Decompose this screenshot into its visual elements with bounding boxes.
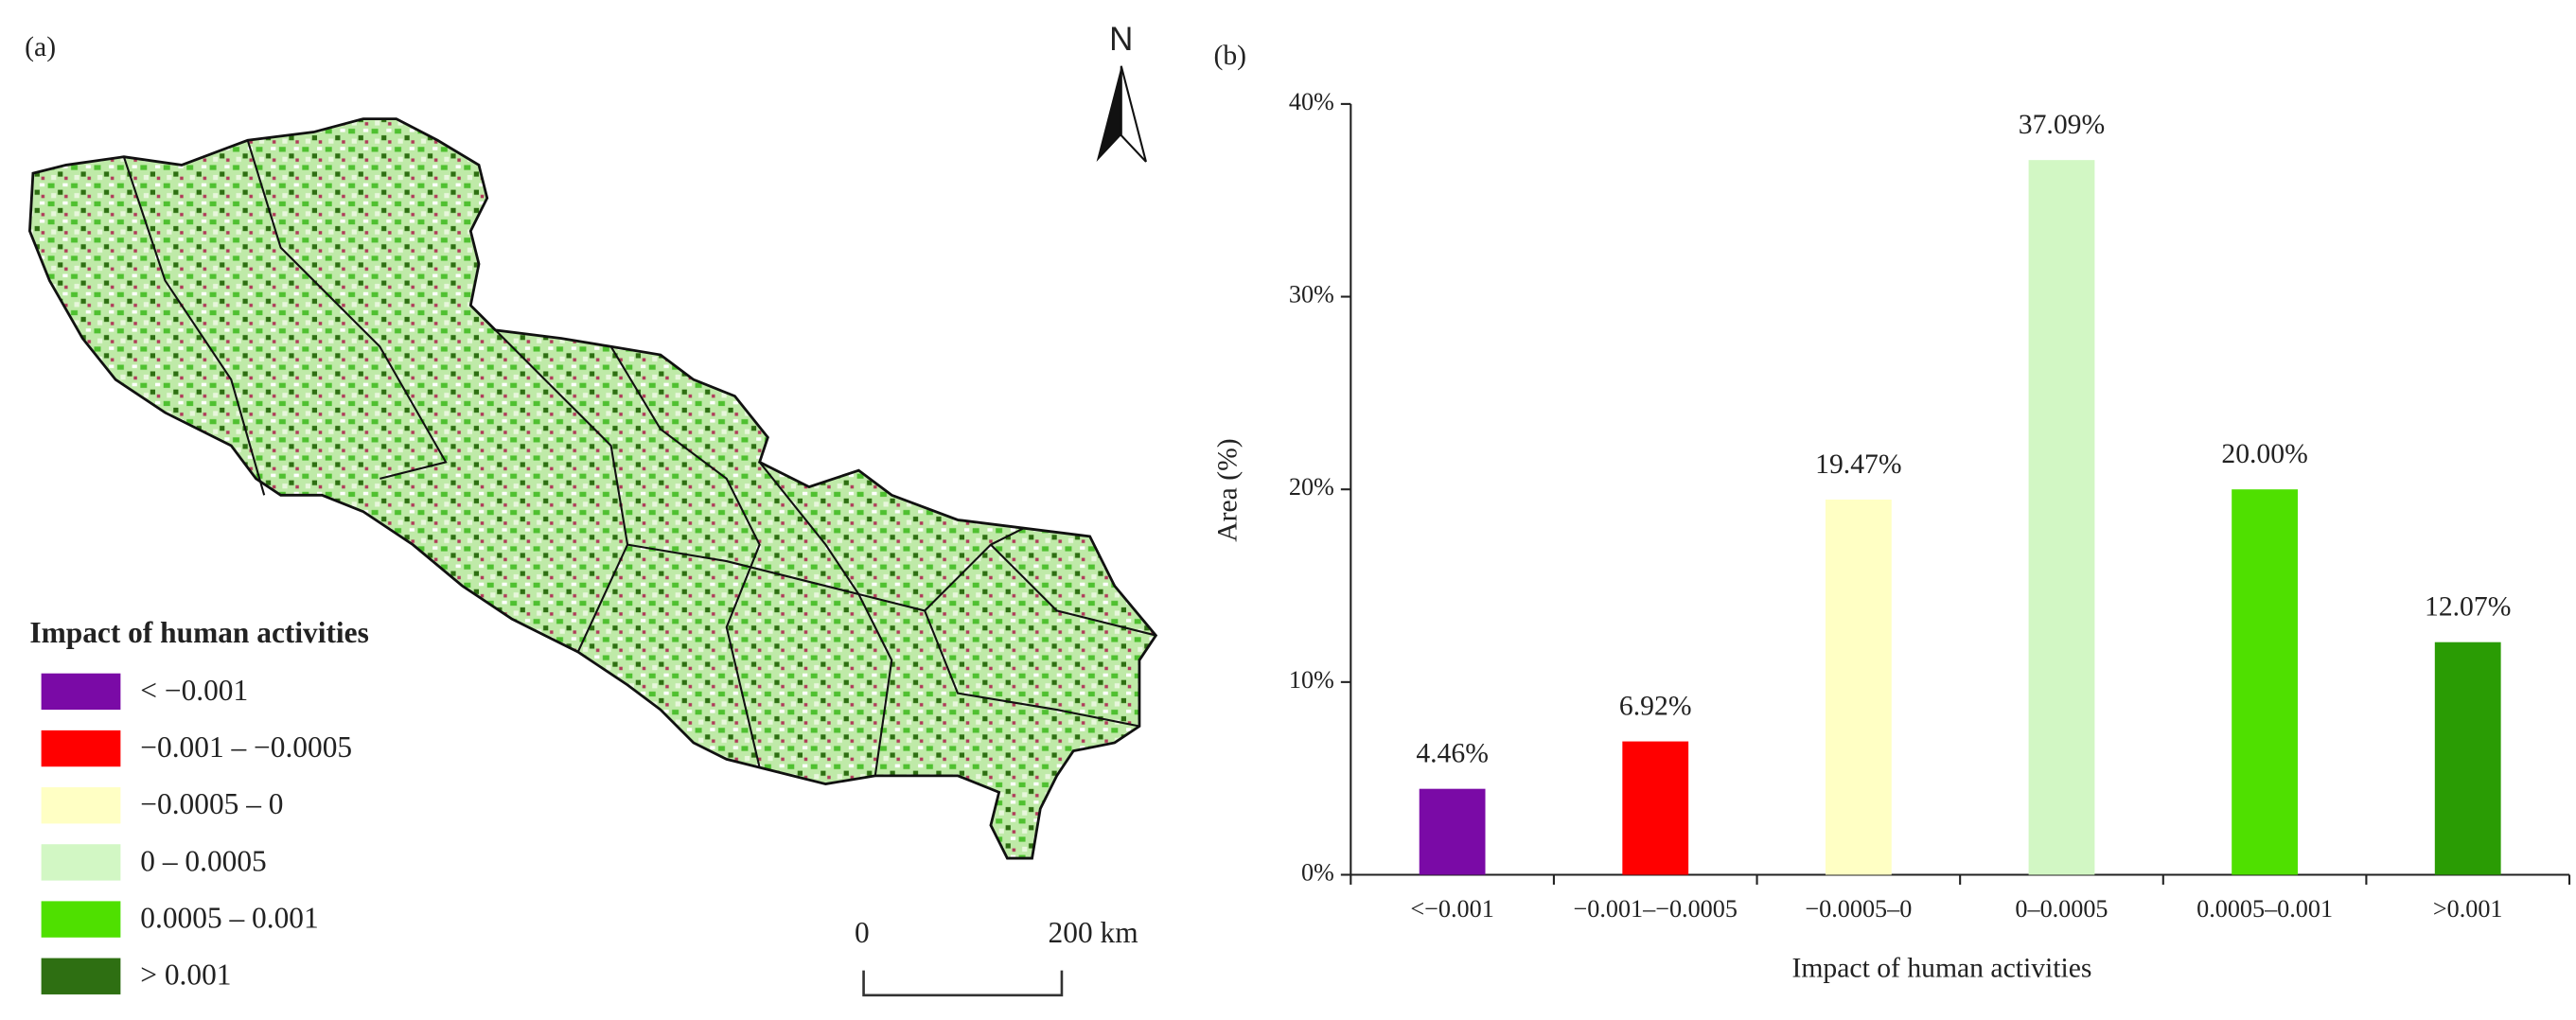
legend-label: 0 – 0.0005 <box>140 844 266 877</box>
y-tick-label: 20% <box>1289 473 1334 501</box>
bar <box>1825 499 1892 875</box>
value-label: 19.47% <box>1815 449 1901 480</box>
y-tick-label: 40% <box>1289 88 1334 115</box>
panel-label: (b) <box>1213 41 1246 71</box>
bar <box>1419 788 1486 875</box>
legend-swatch <box>41 958 121 994</box>
north-arrow <box>1120 65 1147 163</box>
y-tick-label: 10% <box>1289 666 1334 694</box>
x-tick-label: <−0.001 <box>1410 895 1493 923</box>
boundaries <box>122 139 1156 776</box>
legend-swatch <box>41 730 121 767</box>
value-label: 20.00% <box>2221 439 2307 469</box>
map-region <box>27 117 1158 860</box>
x-tick-label: >0.001 <box>2433 895 2503 923</box>
x-tick-label: 0–0.0005 <box>2015 895 2108 923</box>
x-axis-label: Impact of human activities <box>1791 953 2091 983</box>
panel-label: (a) <box>25 32 56 62</box>
scale-bar <box>862 970 1064 997</box>
legend-label: < −0.001 <box>140 674 248 707</box>
bar <box>2028 160 2095 875</box>
legend-label: > 0.001 <box>140 958 231 992</box>
bar <box>2232 489 2298 875</box>
legend-label: −0.0005 – 0 <box>140 787 283 820</box>
legend-label: −0.001 – −0.0005 <box>140 730 352 764</box>
scale-start: 0 <box>855 916 870 949</box>
value-label: 37.09% <box>2019 110 2105 140</box>
x-tick-label: 0.0005–0.001 <box>2197 895 2333 923</box>
bar <box>1622 741 1689 875</box>
legend: < −0.001 −0.001 – −0.0005 −0.0005 – 0 0 – 0… <box>41 673 352 994</box>
y-tick-label: 0% <box>1301 859 1334 887</box>
bar-chart: (b) Impact of human activities Area (%) … <box>1213 41 2571 983</box>
legend-swatch <box>41 787 121 824</box>
legend-swatch <box>41 673 121 711</box>
x-tick-label: −0.001–−0.0005 <box>1574 895 1738 923</box>
map: (a) N Impact of human activities < −0.00… <box>25 21 1158 997</box>
x-tick-label: −0.0005–0 <box>1805 895 1912 923</box>
y-tick-label: 30% <box>1289 281 1334 308</box>
value-label: 12.07% <box>2425 592 2511 623</box>
legend-swatch <box>41 844 121 881</box>
north-label: N <box>1109 21 1133 58</box>
legend-swatch <box>41 901 121 938</box>
legend-title: Impact of human activities <box>29 616 368 649</box>
y-axis-label: Area (%) <box>1213 438 1244 541</box>
north-arrow <box>1096 65 1121 162</box>
legend-label: 0.0005 – 0.001 <box>140 902 318 935</box>
scale-end: 200 km <box>1049 916 1138 949</box>
value-label: 6.92% <box>1619 691 1692 721</box>
value-label: 4.46% <box>1416 739 1489 769</box>
bar <box>2434 642 2501 875</box>
